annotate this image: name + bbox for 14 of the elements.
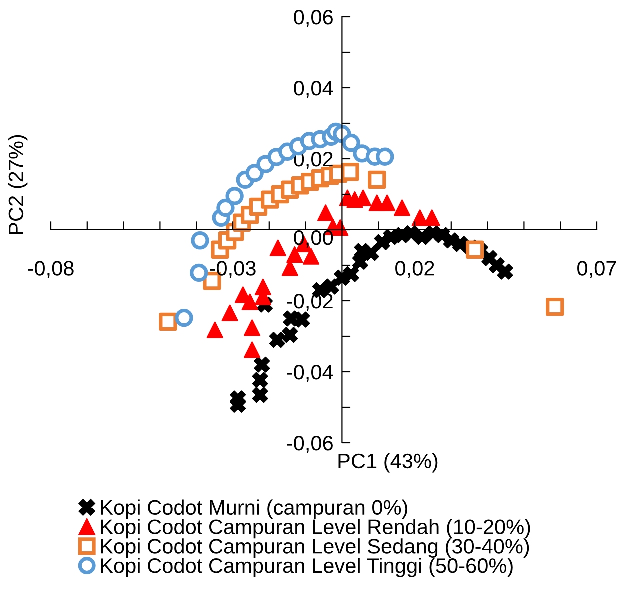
y-tick-label: -0,04 [287,365,334,382]
x-axis-title: PC1 (43%) [338,453,438,473]
x-tick-label: -0,03 [210,261,256,278]
y-tick-label: -0,06 [287,436,333,454]
legend-label: Kopi Codot Campuran Level Sedang (30-40%) [101,538,530,558]
legend-label: Kopi Codot Campuran Level Rendah (10-20%) [101,519,530,539]
legend-label: Kopi Codot Campuran Level Tinggi (50-60%) [101,558,513,578]
x-tick-label: 0,02 [396,261,434,278]
legend-label: Kopi Codot Murni (campuran 0%) [101,500,408,520]
x-tick-label: 0,07 [578,261,616,278]
y-axis-title: PC2 (27%) [8,135,28,234]
y-tick-label: 0,04 [294,81,334,98]
y-tick-label: 0,06 [294,10,333,28]
x-tick-label: -0,08 [28,261,74,278]
